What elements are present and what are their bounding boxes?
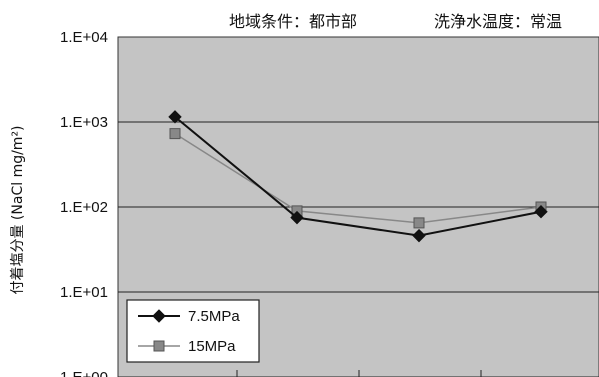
legend-item: 15MPa	[138, 338, 236, 355]
y-tick-label: 1.E+02	[60, 199, 108, 216]
data-point	[290, 210, 304, 225]
y-tick-labels: 1.E+04 1.E+03 1.E+02 1.E+01 1.E+00	[60, 29, 108, 377]
legend-label: 15MPa	[188, 338, 236, 355]
legend-marker	[153, 340, 165, 352]
series-7.5MPa	[168, 110, 548, 243]
series-layer	[168, 110, 548, 243]
data-point	[168, 110, 182, 124]
x-tick-marks	[236, 370, 482, 377]
data-point	[413, 217, 425, 229]
legend: 7.5MPa 15MPa	[126, 299, 260, 363]
legend-items: 7.5MPa 15MPa	[138, 308, 240, 355]
grid-lines	[118, 121, 599, 377]
legend-marker	[152, 309, 166, 323]
series-line	[174, 116, 542, 237]
y-tick-label: 1.E+00	[60, 369, 108, 377]
series-line	[174, 132, 542, 224]
data-point	[412, 228, 426, 243]
chart-subtitle: 洗浄水温度：常温	[434, 12, 562, 31]
y-tick-label: 1.E+01	[60, 284, 108, 301]
y-axis-label: 付着塩分量 (NaCl mg/m²)	[10, 125, 26, 294]
y-tick-label: 1.E+03	[60, 114, 108, 131]
legend-item: 7.5MPa	[138, 308, 240, 325]
chart-title: 地域条件：都市部	[229, 12, 357, 31]
legend-label: 7.5MPa	[188, 308, 240, 325]
y-tick-label: 1.E+04	[60, 29, 108, 46]
data-point	[534, 205, 548, 219]
data-point	[169, 128, 181, 140]
legend-box	[126, 299, 260, 363]
